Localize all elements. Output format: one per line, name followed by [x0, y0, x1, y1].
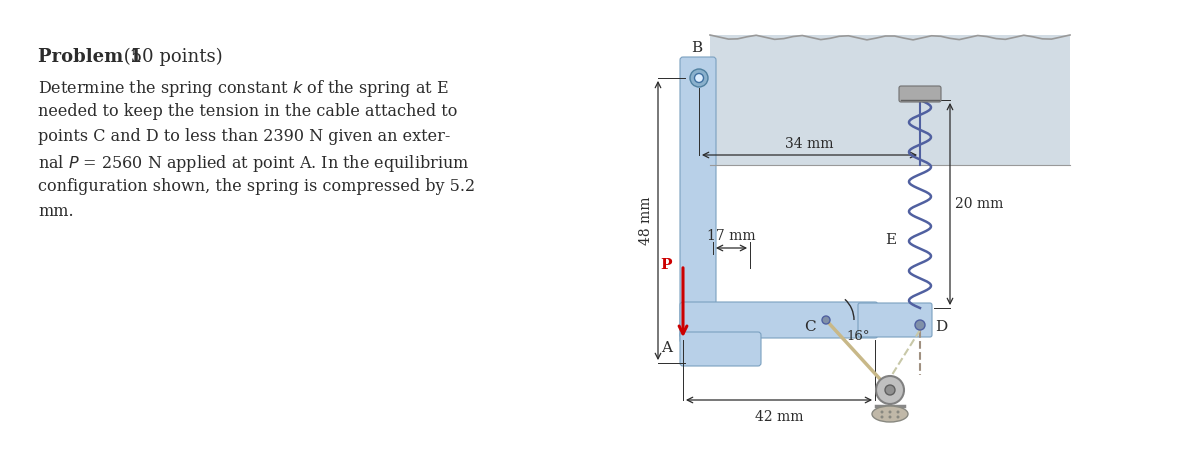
Text: points C and D to less than 2390 N given an exter-: points C and D to less than 2390 N given… [38, 128, 451, 145]
Text: Problem 1: Problem 1 [38, 48, 142, 66]
Text: configuration shown, the spring is compressed by 5.2: configuration shown, the spring is compr… [38, 178, 475, 195]
Text: A: A [661, 341, 672, 355]
Text: (50 points): (50 points) [118, 48, 222, 66]
FancyBboxPatch shape [680, 57, 716, 343]
Text: 20 mm: 20 mm [956, 197, 1004, 211]
Circle shape [885, 385, 895, 395]
FancyBboxPatch shape [680, 302, 877, 338]
Text: mm.: mm. [38, 203, 73, 220]
Circle shape [897, 415, 899, 419]
Text: nal $P$ = 2560 N applied at point A. In the equilibrium: nal $P$ = 2560 N applied at point A. In … [38, 153, 469, 174]
FancyBboxPatch shape [858, 303, 932, 337]
Text: E: E [885, 233, 895, 247]
Circle shape [876, 376, 904, 404]
Text: needed to keep the tension in the cable attached to: needed to keep the tension in the cable … [38, 103, 458, 120]
Circle shape [897, 410, 899, 414]
Circle shape [888, 415, 892, 419]
Text: C: C [804, 320, 816, 334]
Text: 42 mm: 42 mm [755, 410, 803, 424]
Text: 48 mm: 48 mm [639, 196, 653, 245]
FancyBboxPatch shape [899, 86, 941, 102]
Text: 34 mm: 34 mm [785, 137, 834, 151]
Circle shape [881, 410, 883, 414]
Circle shape [881, 415, 883, 419]
Circle shape [915, 320, 926, 330]
Text: P: P [661, 258, 672, 272]
Circle shape [888, 410, 892, 414]
Text: 16°: 16° [846, 330, 869, 343]
Text: 17 mm: 17 mm [707, 229, 756, 243]
Text: Determine the spring constant $k$ of the spring at E: Determine the spring constant $k$ of the… [38, 78, 448, 99]
Circle shape [690, 69, 708, 87]
FancyBboxPatch shape [680, 332, 761, 366]
Circle shape [695, 74, 703, 82]
Bar [710, 35, 1070, 165]
Ellipse shape [871, 406, 908, 422]
Text: D: D [935, 320, 947, 334]
Text: B: B [691, 41, 702, 55]
Circle shape [822, 316, 831, 324]
